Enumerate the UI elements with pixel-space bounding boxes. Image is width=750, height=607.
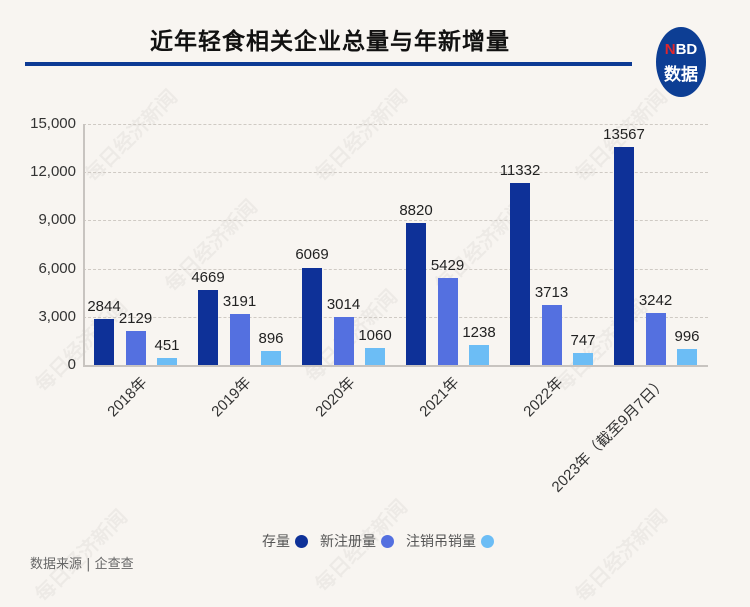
bar-value-label: 5429 [430, 256, 465, 274]
bar-value-label: 3014 [326, 295, 361, 313]
bar-value-label: 896 [258, 329, 284, 347]
legend: 存量 新注册量 注销吊销量 [262, 531, 506, 551]
gridline [83, 316, 708, 318]
y-axis-line [83, 124, 85, 366]
legend-label: 注销吊销量 [406, 534, 476, 550]
chart-title: 近年轻食相关企业总量与年新增量 [150, 29, 510, 55]
bar-value-label: 747 [570, 331, 596, 349]
y-tick-label: 9,000 [38, 211, 76, 229]
nbd-logo: NBD 数据 [656, 27, 706, 97]
logo-text-sub: 数据 [664, 65, 698, 85]
gridline [83, 268, 708, 270]
legend-dot-icon [295, 534, 308, 548]
bar-value-label: 8820 [399, 202, 433, 220]
legend-item-new-registered: 新注册量 [320, 531, 394, 551]
legend-item-stock: 存量 [262, 531, 308, 551]
bar-value-label: 6069 [295, 246, 329, 264]
bar-value-label: 2844 [87, 298, 121, 316]
bar [157, 357, 177, 365]
y-tick-label: 3,000 [38, 307, 76, 325]
bar-value-label: 3713 [534, 284, 569, 302]
bar [437, 277, 458, 365]
bar [406, 223, 426, 365]
gridline [83, 172, 708, 174]
bar [573, 353, 593, 365]
legend-item-cancelled: 注销吊销量 [406, 531, 494, 551]
bar-value-label: 2129 [118, 309, 153, 327]
x-axis-line [83, 365, 708, 367]
bar [469, 345, 489, 365]
legend-label: 存量 [262, 534, 290, 550]
y-tick-label: 0 [67, 356, 76, 373]
x-tick-label: 2018年 [103, 374, 151, 421]
bar [125, 330, 146, 365]
bar-value-label: 3242 [638, 291, 673, 309]
bar [645, 312, 666, 365]
bar [302, 267, 322, 365]
bar-value-label: 4669 [191, 268, 225, 286]
watermark: 每日经济新闻 [567, 502, 672, 607]
x-tick-label: 2022年 [519, 374, 567, 421]
bar [333, 316, 354, 365]
plot-area: 2844 2129 451 4669 3191 896 6069 3014 1060 8820 54… [83, 124, 708, 365]
gridline [83, 220, 708, 222]
bar [614, 147, 634, 365]
x-tick-label: 2019年 [207, 374, 255, 421]
x-tick-label: 2021年 [415, 374, 463, 421]
y-tick-label: 6,000 [38, 259, 76, 277]
bar-value-label: 1060 [358, 326, 392, 344]
bar [510, 182, 530, 365]
bar [94, 319, 114, 365]
bar [261, 350, 281, 365]
bar-value-label: 451 [154, 336, 180, 354]
legend-dot-icon [381, 534, 394, 548]
bar [541, 305, 562, 365]
data-source: 数据来源 | 企查查 [30, 557, 134, 572]
legend-label: 新注册量 [320, 534, 376, 550]
title-underline [25, 62, 632, 66]
y-tick-label: 15,000 [30, 115, 76, 132]
bar-value-label: 11332 [499, 161, 541, 179]
bar-value-label: 13567 [603, 126, 645, 144]
logo-text-nbd: NBD [664, 41, 698, 58]
bar-value-label: 1238 [462, 324, 496, 342]
bar [229, 313, 250, 365]
bar-value-label: 3191 [222, 292, 257, 310]
bar [198, 290, 218, 365]
y-tick-label: 12,000 [30, 163, 76, 181]
gridline [83, 124, 708, 125]
bar [677, 349, 697, 365]
bar-value-label: 996 [674, 327, 700, 345]
legend-dot-icon [481, 534, 494, 548]
bar [365, 347, 385, 365]
